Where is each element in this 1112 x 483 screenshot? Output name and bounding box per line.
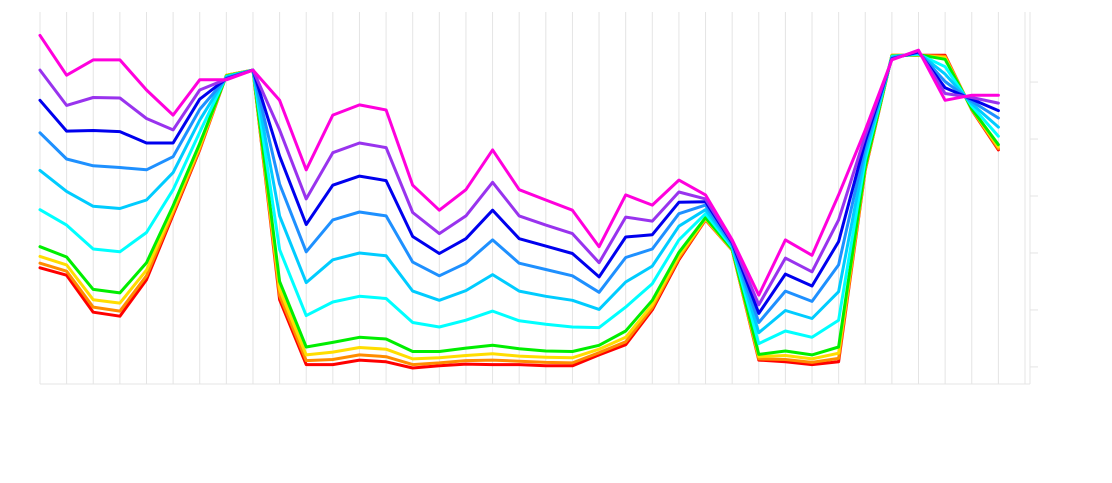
series-line bbox=[38, 52, 1000, 346]
series-line bbox=[38, 53, 1000, 357]
series-line bbox=[38, 50, 1000, 315]
series-line bbox=[38, 49, 1000, 307]
series-line bbox=[38, 33, 1000, 297]
series-line bbox=[38, 50, 1000, 324]
series-line bbox=[38, 51, 1000, 335]
